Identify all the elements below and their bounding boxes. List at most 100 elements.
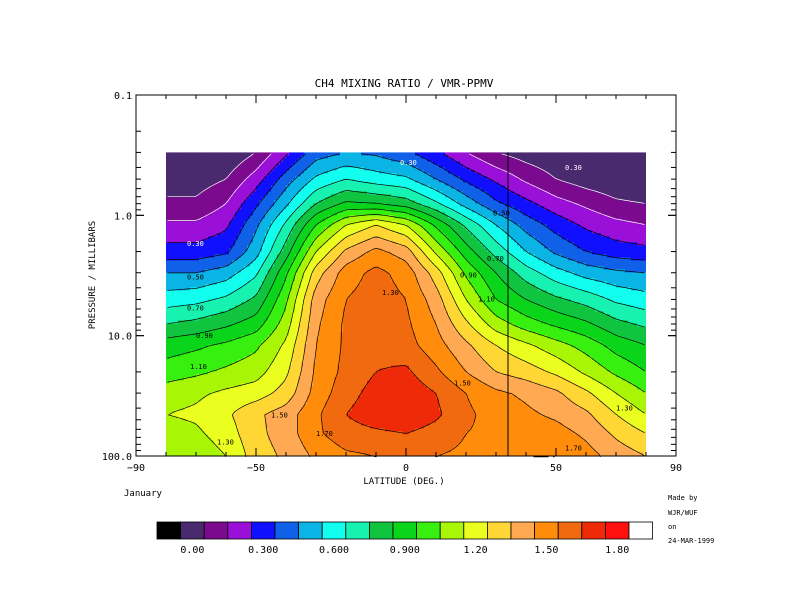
field-cell [253,191,257,195]
field-cell [325,185,329,189]
field-cell [379,242,383,246]
field-cell [199,194,203,198]
field-cell [412,176,416,180]
field-cell [178,200,182,204]
field-cell [556,164,560,168]
field-cell [223,191,227,195]
field-cell [418,158,422,162]
field-cell [355,233,359,237]
field-cell [460,194,464,198]
field-cell [544,188,548,192]
field-cell [604,227,608,231]
field-cell [601,167,605,171]
field-cell [181,218,185,222]
field-cell [166,191,170,195]
field-cell [583,155,587,159]
field-cell [544,215,548,219]
field-cell [418,176,422,180]
field-cell [328,218,332,222]
field-cell [235,152,239,156]
field-cell [394,161,398,165]
field-cell [313,230,317,234]
field-cell [622,227,626,231]
field-cell [421,188,425,192]
field-cell [439,194,443,198]
field-cell [283,164,287,168]
field-cell [391,218,395,222]
field-cell [496,194,500,198]
field-cell [310,176,314,180]
field-cell [529,218,533,222]
field-cell [187,215,191,219]
field-cell [382,191,386,195]
field-cell [208,209,212,213]
field-cell [196,167,200,171]
field-cell [562,242,566,246]
field-cell [190,197,194,201]
field-cell [475,179,479,183]
field-cell [397,179,401,183]
field-cell [256,179,260,183]
field-cell [409,242,413,246]
field-cell [613,188,617,192]
field-cell [385,230,389,234]
field-cell [277,188,281,192]
field-cell [205,221,209,225]
field-cell [634,215,638,219]
field-cell [394,194,398,198]
field-cell [502,182,506,186]
field-cell [205,227,209,231]
field-cell [484,224,488,228]
field-cell [247,242,251,246]
field-cell [481,236,485,240]
field-cell [325,191,329,195]
field-cell [487,209,491,213]
field-cell [370,176,374,180]
field-cell [514,179,518,183]
field-cell [241,158,245,162]
field-cell [583,185,587,189]
field-cell [637,209,641,213]
field-cell [283,176,287,180]
field-cell [352,242,356,246]
field-cell [169,236,173,240]
field-cell [205,194,209,198]
field-cell [277,206,281,210]
field-cell [181,170,185,174]
field-cell [193,197,197,201]
field-cell [211,209,215,213]
field-cell [496,161,500,165]
field-cell [472,212,476,216]
field-cell [313,176,317,180]
field-cell [481,167,485,171]
field-cell [196,161,200,165]
field-cell [259,221,263,225]
field-cell [247,209,251,213]
field-cell [412,152,416,156]
field-cell [319,209,323,213]
field-cell [328,227,332,231]
field-cell [244,227,248,231]
field-cell [529,224,533,228]
field-cell [229,227,233,231]
field-cell [529,200,533,204]
field-cell [643,215,646,219]
field-cell [448,203,452,207]
field-cell [598,191,602,195]
field-cell [562,215,566,219]
field-cell [316,215,320,219]
field-cell [499,176,503,180]
field-cell [565,158,569,162]
field-cell [241,224,245,228]
field-cell [511,203,515,207]
field-cell [601,239,605,243]
field-cell [430,194,434,198]
field-cell [598,203,602,207]
field-cell [577,167,581,171]
field-cell [268,152,272,156]
field-cell [196,224,200,228]
field-cell [640,227,644,231]
field-cell [379,224,383,228]
field-cell [604,188,608,192]
field-cell [373,233,377,237]
